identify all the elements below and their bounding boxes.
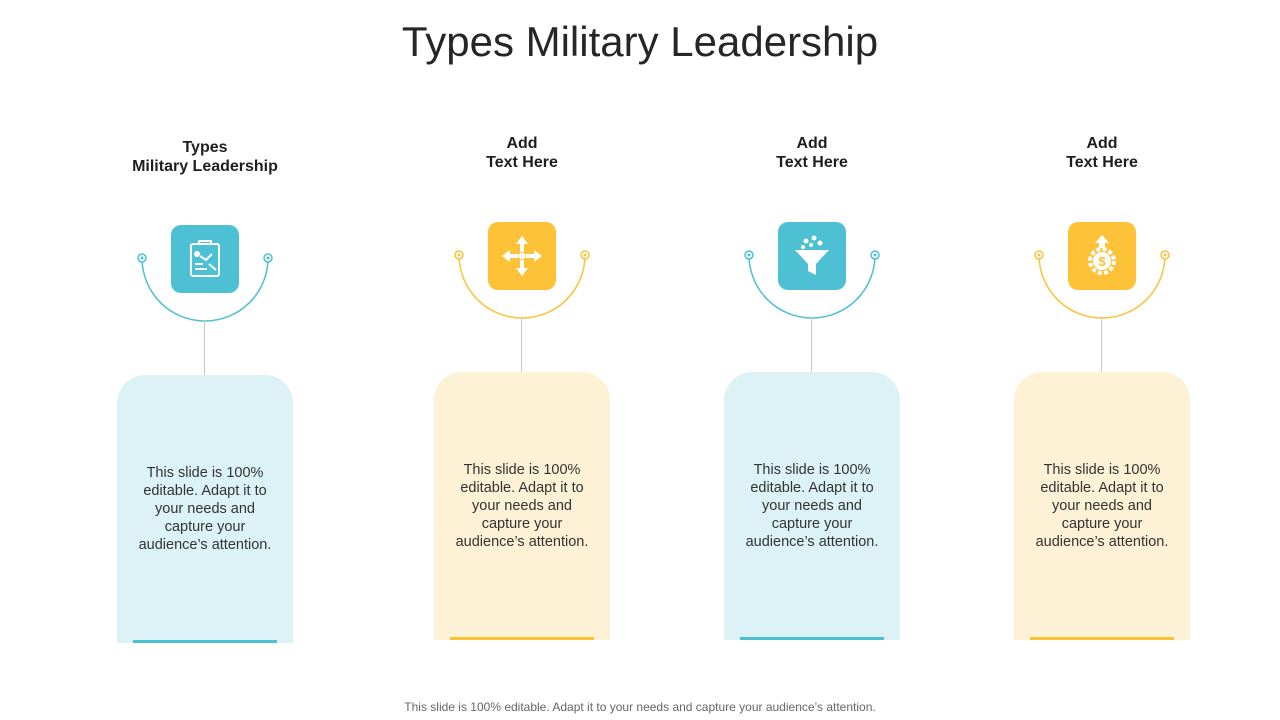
text-box: This slide is 100% editable. Adapt it to… [724,372,900,640]
card-body: This slide is 100% editable. Adapt it to… [138,465,272,553]
card-heading: Add Text Here [486,135,558,171]
text-box: This slide is 100% editable. Adapt it to… [434,372,610,640]
card-body: This slide is 100% editable. Adapt it to… [455,462,589,550]
card-4: Add Text Here $ This slide is 100% edita… [1014,0,1190,720]
card-3: Add Text Here This slide is 100% editabl… [724,0,900,720]
connector-line [204,320,205,375]
funnel-icon [778,222,846,290]
underline-bar [450,637,594,640]
footer-note: This slide is 100% editable. Adapt it to… [404,700,876,714]
card-heading: Add Text Here [776,135,848,171]
arc-decoration [137,253,273,322]
strategy-board-icon [171,225,239,293]
arc-decoration [744,250,880,319]
connector-line [1101,317,1102,372]
svg-text:$: $ [1098,254,1106,269]
underline-bar [133,640,277,643]
card-1: Types Military Leadership This slide is … [117,0,293,720]
four-arrows-move-icon [488,222,556,290]
card-heading: Add Text Here [1066,135,1138,171]
card-body: This slide is 100% editable. Adapt it to… [1035,462,1169,550]
slide-title: Types Military Leadership [401,18,879,65]
card-heading: Types Military Leadership [132,139,278,175]
arc-decoration [1034,250,1170,319]
underline-bar [1030,637,1174,640]
text-box: This slide is 100% editable. Adapt it to… [1014,372,1190,640]
text-box: This slide is 100% editable. Adapt it to… [117,375,293,643]
arc-decoration [454,250,590,319]
card-2: Add Text Here This slide is 100% editabl… [434,0,610,720]
card-body: This slide is 100% editable. Adapt it to… [745,462,879,550]
dollar-gear-growth-icon: $ [1068,222,1136,290]
connector-line [811,317,812,372]
underline-bar [740,637,884,640]
connector-line [521,317,522,372]
